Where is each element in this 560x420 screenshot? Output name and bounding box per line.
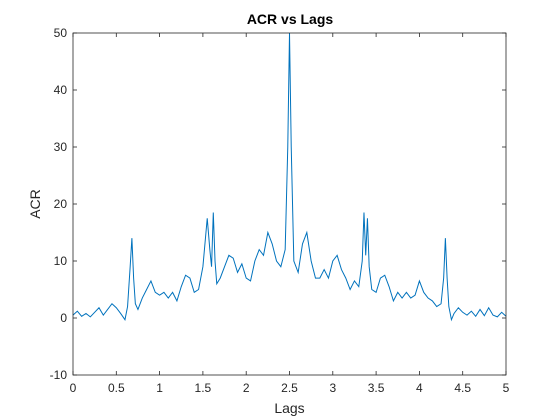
x-tick-label: 0 [70, 381, 77, 395]
x-tick-label: 4 [416, 381, 423, 395]
x-tick-label: 0.5 [108, 381, 125, 395]
y-tick-label: 50 [54, 26, 68, 40]
x-tick-label: 2 [243, 381, 250, 395]
x-axis-label: Lags [274, 400, 304, 416]
x-tick-label: 3.5 [368, 381, 385, 395]
x-tick-label: 1.5 [195, 381, 212, 395]
x-tick-label: 4.5 [454, 381, 471, 395]
y-tick-label: -10 [50, 368, 68, 382]
y-tick-label: 0 [60, 311, 67, 325]
x-tick-label: 1 [156, 381, 163, 395]
x-tick-label: 5 [503, 381, 510, 395]
chart-title: ACR vs Lags [247, 11, 334, 27]
x-tick-label: 3 [329, 381, 336, 395]
y-tick-label: 20 [54, 197, 68, 211]
y-tick-label: 10 [54, 254, 68, 268]
y-axis-label: ACR [27, 189, 43, 219]
y-tick-label: 40 [54, 83, 68, 97]
axes-frame [72, 32, 507, 376]
x-tick-label: 2.5 [281, 381, 298, 395]
y-tick-label: 30 [54, 140, 68, 154]
plot-background [73, 33, 506, 375]
